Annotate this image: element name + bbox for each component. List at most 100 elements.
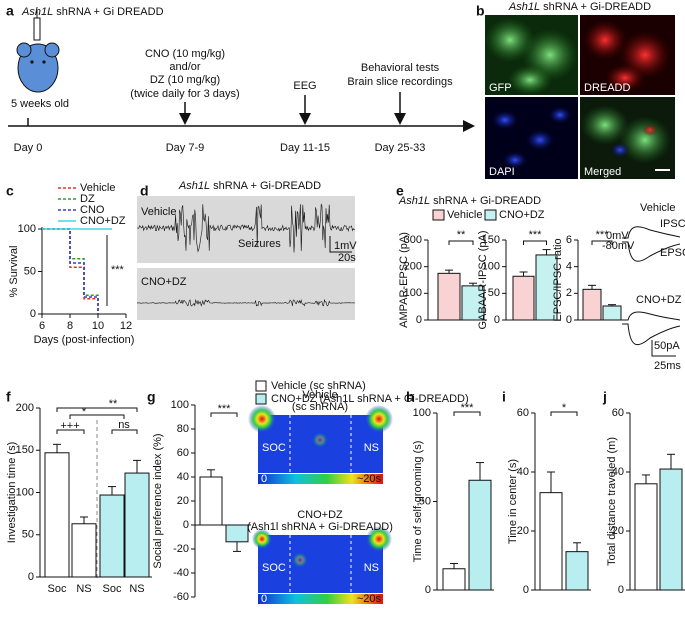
bar xyxy=(512,275,535,321)
heatmap-title: Vehicle xyxy=(302,389,337,401)
legend-label: Vehicle xyxy=(447,209,482,221)
y-tick-label: 60 xyxy=(517,407,529,419)
bar xyxy=(437,272,461,321)
y-tick-label: 150 xyxy=(482,234,500,246)
trace-label: CNO+DZ xyxy=(141,276,187,288)
x-tick-label: 12 xyxy=(120,320,132,332)
zone-label: NS xyxy=(364,562,379,574)
legend-label: CNO+DZ xyxy=(499,209,545,221)
panel-label: b xyxy=(476,3,485,19)
legend-swatch xyxy=(432,209,445,221)
scale-label: ~20s xyxy=(357,593,382,605)
x-tick-label: Soc xyxy=(103,583,122,595)
y-tick-label: 0 xyxy=(28,571,34,583)
y-tick-label: -20 xyxy=(173,543,189,555)
x-tick-label: 8 xyxy=(67,320,73,332)
scale-label: 0 xyxy=(261,473,267,485)
y-tick-label: 300 xyxy=(404,234,422,246)
label: Day 25-33 xyxy=(375,142,426,154)
trace-label: Vehicle xyxy=(141,206,176,218)
y-tick-label: 20 xyxy=(517,525,529,537)
timeline xyxy=(8,92,475,132)
panel-title: Ash1L shRNA + Gi-DREADD xyxy=(508,1,651,13)
scale-bar xyxy=(329,236,352,253)
y-tick-label: 0 xyxy=(183,519,189,531)
legend-label: CNO+DZ xyxy=(80,215,126,227)
gene: Ash1L xyxy=(508,1,540,13)
y-tick-label: 0 xyxy=(425,584,431,596)
y-tick-label: 0 xyxy=(618,584,624,596)
panel-title: Ash1L shRNA + Gi-DREADD xyxy=(398,195,541,207)
y-tick-label: 60 xyxy=(612,407,624,419)
y-tick-label: 100 xyxy=(413,407,431,419)
trace-label: -80mV xyxy=(602,240,635,252)
significance: * xyxy=(82,406,87,418)
panel-label: c xyxy=(6,183,14,199)
y-axis-label: Time of self-grooming (s) xyxy=(412,441,424,563)
y-tick-label: 0 xyxy=(523,584,529,596)
trace-label: IPSC xyxy=(660,218,685,230)
bar xyxy=(44,452,70,578)
significance: * xyxy=(562,402,567,414)
y-tick-label: -40 xyxy=(173,567,189,579)
heatmaps xyxy=(248,405,393,604)
label: CNO (10 mg/kg) xyxy=(145,48,225,60)
zone-label: NS xyxy=(364,442,379,454)
panel-label: a xyxy=(6,3,14,19)
y-tick-label: 100 xyxy=(404,287,422,299)
panel-label: g xyxy=(147,389,156,405)
panel-label: j xyxy=(602,389,607,405)
panel-title: Ash1L shRNA + Gi-DREADD xyxy=(178,180,321,192)
x-tick-label: NS xyxy=(129,583,144,595)
y-tick-label: 80 xyxy=(177,423,189,435)
title-rest: shRNA + Gi DREADD xyxy=(53,6,163,18)
gene: Ash1L xyxy=(178,180,210,192)
scale-label: 0 xyxy=(261,593,267,605)
significance: ns xyxy=(118,419,130,431)
y-axis-label: Investigation time (s) xyxy=(6,442,18,543)
bar xyxy=(582,288,602,321)
significance-bracket xyxy=(453,411,481,416)
bar xyxy=(468,479,492,591)
eeg-trace xyxy=(136,298,355,307)
significance: *** xyxy=(529,229,543,241)
significance-bracket xyxy=(56,429,85,434)
significance: *** xyxy=(111,264,125,276)
y-tick-label: 2 xyxy=(566,287,572,299)
bar xyxy=(124,472,150,578)
legend-label: Vehicle (sc shRNA) xyxy=(271,380,366,392)
y-tick-label: 50 xyxy=(22,529,34,541)
y-tick-label: 100 xyxy=(18,223,36,235)
bar xyxy=(565,551,589,591)
y-axis-label: Total distance traveled (m) xyxy=(606,437,618,566)
y-tick-label: 6 xyxy=(566,234,572,246)
panel-title: Ash1L shRNA + Gi DREADD xyxy=(21,6,164,18)
y-tick-label: -60 xyxy=(173,591,189,603)
label: DAPI xyxy=(489,166,515,178)
y-axis-label: AMPAR-EPSC (pA) xyxy=(398,232,410,328)
y-tick-label: 0 xyxy=(566,314,572,326)
trace-label: Vehicle xyxy=(640,202,675,214)
legend-swatch xyxy=(255,380,267,392)
panel-label: f xyxy=(6,389,11,405)
significance-bracket xyxy=(210,412,238,417)
y-axis-label: % Survival xyxy=(8,246,20,298)
legend-label: Vehicle xyxy=(80,182,115,194)
x-axis-label: Days (post-infection) xyxy=(34,334,135,346)
zone-label: SOC xyxy=(262,562,286,574)
zone-label: SOC xyxy=(262,442,286,454)
annotation: Seizures xyxy=(238,238,281,250)
y-tick-label: 50 xyxy=(488,287,500,299)
y-tick-label: 100 xyxy=(16,486,34,498)
label: Day 11-15 xyxy=(280,142,330,154)
bar xyxy=(442,568,466,591)
scale-label: ~20s xyxy=(357,473,382,485)
significance-bracket xyxy=(448,240,474,245)
gene: Ash1L xyxy=(21,6,53,18)
y-tick-label: 100 xyxy=(482,261,500,273)
significance-bracket xyxy=(523,240,547,245)
panel-label: d xyxy=(140,183,149,199)
trace-label: 50pA xyxy=(654,340,680,352)
micrographs xyxy=(485,15,675,179)
